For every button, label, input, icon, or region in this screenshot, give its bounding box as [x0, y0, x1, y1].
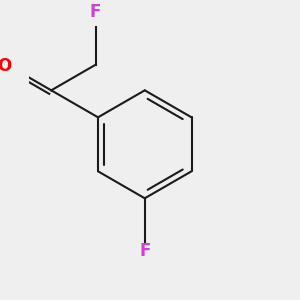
- Text: F: F: [90, 2, 101, 20]
- Text: F: F: [139, 242, 150, 260]
- Text: O: O: [0, 57, 11, 75]
